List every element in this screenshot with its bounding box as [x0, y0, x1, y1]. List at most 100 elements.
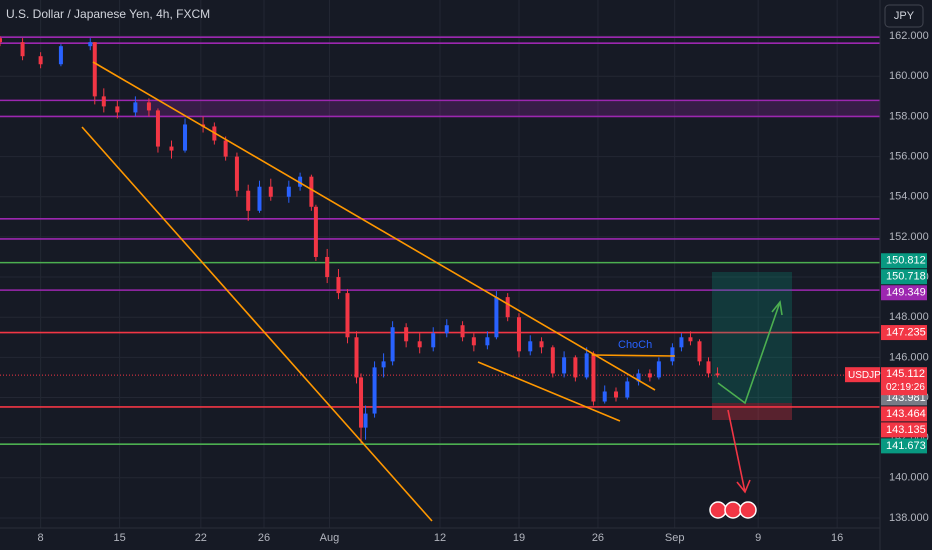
- candle-body: [625, 381, 630, 398]
- price-label-bg: [881, 253, 927, 269]
- y-tick-label: 146.000: [889, 351, 929, 363]
- y-tick-label: 148.000: [889, 311, 929, 323]
- loss-zone: [712, 403, 792, 420]
- x-tick-label: 12: [434, 532, 446, 544]
- price-label: 141.673: [886, 440, 926, 452]
- x-tick-label: 22: [195, 532, 207, 544]
- candle-body: [286, 186, 291, 197]
- candle-body: [550, 347, 555, 374]
- current-price-bg: [881, 367, 927, 396]
- bear-arrow: [727, 409, 746, 493]
- candle-body: [670, 347, 675, 362]
- candle-body: [431, 333, 436, 348]
- symbol-label-bg: [845, 367, 880, 383]
- price-label: 149.349: [886, 287, 926, 299]
- candle-body: [268, 186, 273, 197]
- bear-arrowhead: [736, 479, 751, 494]
- bull-arrowhead: [771, 300, 783, 316]
- candle-body: [539, 341, 544, 348]
- candle-body: [183, 124, 188, 151]
- candle-body: [146, 102, 151, 111]
- candle-body: [298, 176, 303, 187]
- chart-title: U.S. Dollar / Japanese Yen, 4h, FXCM: [6, 7, 210, 21]
- x-tick-label: 8: [38, 532, 44, 544]
- candle-body: [602, 391, 607, 402]
- candle-body: [133, 102, 138, 113]
- zone: [135, 100, 880, 117]
- candle-body: [679, 337, 684, 348]
- price-label-bg: [881, 438, 927, 454]
- candle-body: [460, 325, 465, 338]
- choch-label: ChoCh: [618, 339, 652, 351]
- candle-body: [688, 337, 693, 342]
- x-tick-label: 19: [513, 532, 525, 544]
- price-label: 143.135: [886, 424, 926, 436]
- candle-body: [223, 140, 228, 157]
- candle-body: [697, 341, 702, 362]
- candle-body: [656, 361, 661, 378]
- candle-body: [584, 353, 589, 378]
- price-label-bg: [881, 325, 927, 341]
- price-labels: 150.812150.718149.349147.235143.981143.4…: [845, 253, 927, 454]
- candle-body: [169, 146, 174, 151]
- candle-body: [336, 277, 341, 294]
- candle-body: [505, 297, 510, 318]
- candle-body: [234, 156, 239, 191]
- price-label: 150.718: [886, 271, 926, 283]
- candle-body: [101, 96, 106, 107]
- price-label: 143.464: [886, 408, 926, 420]
- zones: [135, 100, 880, 117]
- candle-body: [92, 42, 97, 97]
- candles: [0, 36, 720, 444]
- candle-body: [485, 337, 490, 346]
- y-tick-label: 158.000: [889, 110, 929, 122]
- candle-body: [20, 42, 25, 57]
- candle-body: [562, 357, 567, 374]
- candle-body: [417, 341, 422, 348]
- symbol-label: USDJPY: [848, 370, 888, 381]
- lower-trendline: [81, 126, 433, 522]
- upper-trendline: [92, 61, 656, 391]
- bull-arrow: [717, 301, 781, 405]
- candle-body: [58, 46, 63, 65]
- x-tick-label: 9: [755, 532, 761, 544]
- currency-button[interactable]: [884, 4, 924, 28]
- candle-body: [647, 373, 652, 378]
- candle-body: [614, 391, 618, 398]
- x-tick-label: 26: [258, 532, 270, 544]
- y-tick-label: 154.000: [889, 191, 929, 203]
- candle-body: [155, 110, 160, 147]
- currency-label[interactable]: JPY: [894, 10, 915, 22]
- trend-lines: [81, 61, 676, 522]
- candle-body: [715, 373, 720, 376]
- candle-body: [345, 293, 350, 338]
- price-label-bg: [881, 269, 927, 285]
- levels: [0, 36, 880, 446]
- candle-body: [706, 361, 711, 374]
- wedge-line: [477, 361, 621, 422]
- candle-body: [494, 297, 499, 338]
- x-tick-label: Aug: [320, 532, 340, 544]
- candle-body: [471, 337, 476, 346]
- price-label: 150.812: [886, 255, 926, 267]
- price-label: 147.235: [886, 326, 926, 338]
- candle-body: [591, 353, 596, 402]
- price-label-bg: [881, 406, 927, 422]
- event-icon: [724, 501, 742, 519]
- candle-body: [636, 373, 641, 382]
- countdown: 02:19:26: [886, 382, 925, 393]
- candle-body: [516, 317, 521, 352]
- y-tick-label: 160.000: [889, 70, 929, 82]
- y-tick-label: 156.000: [889, 150, 929, 162]
- candle-body: [246, 190, 251, 211]
- event-icon: [739, 501, 757, 519]
- x-tick-label: 26: [592, 532, 604, 544]
- candle-body: [257, 186, 262, 211]
- candle-body: [115, 106, 120, 113]
- y-tick-label: 162.000: [889, 30, 929, 42]
- candle-body: [359, 377, 364, 428]
- candle-body: [444, 325, 449, 334]
- candle-body: [38, 56, 43, 65]
